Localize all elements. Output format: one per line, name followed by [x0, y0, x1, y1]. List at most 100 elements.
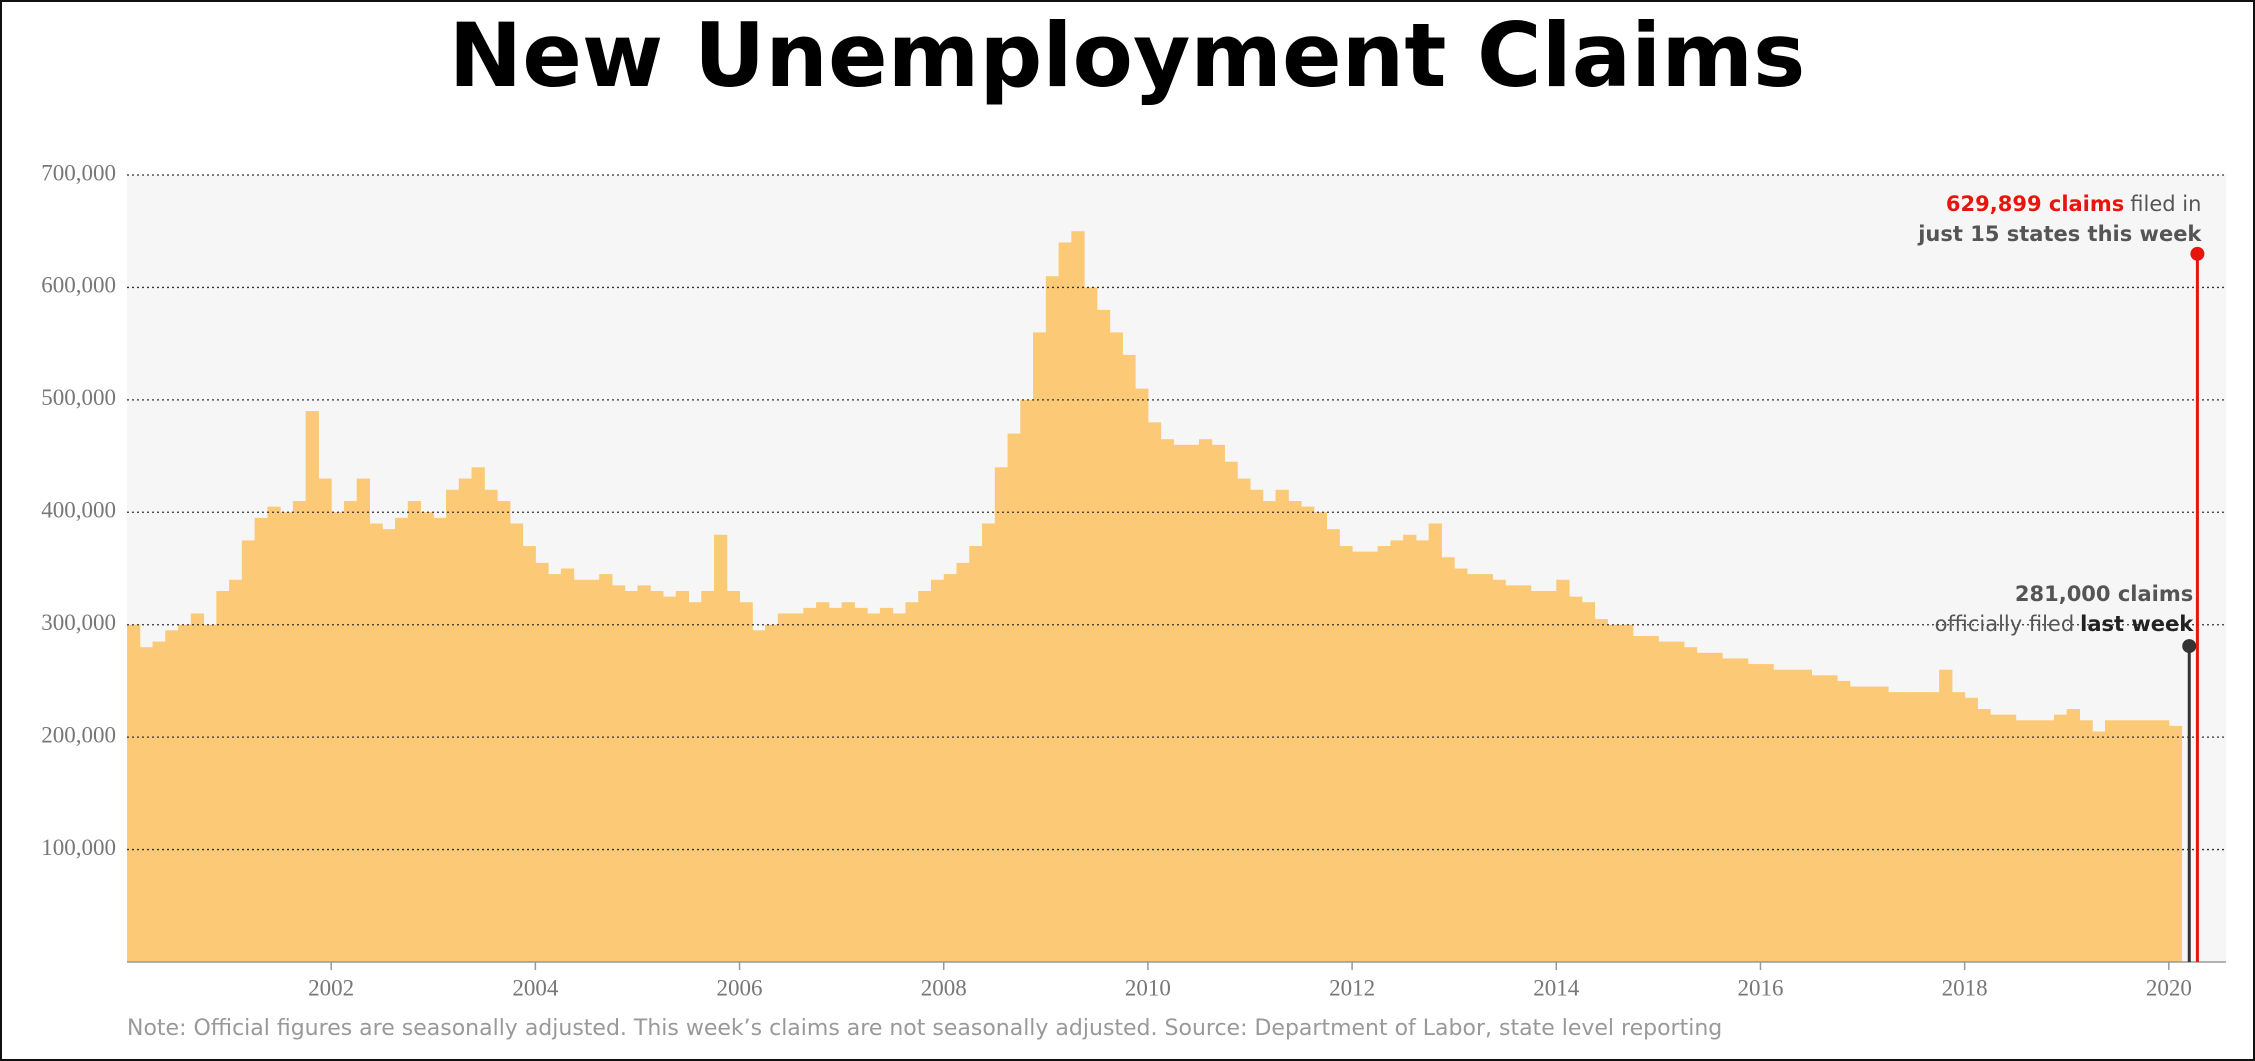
bar: [241, 540, 256, 962]
bar: [777, 613, 792, 962]
x-tick-label: 2018: [1942, 975, 1988, 1000]
bar: [1671, 641, 1685, 962]
bar: [956, 562, 970, 962]
bar: [1990, 714, 2004, 962]
bar: [982, 523, 996, 962]
bar: [2079, 720, 2093, 962]
highlight-dot: [2190, 246, 2205, 261]
bar: [1492, 579, 1506, 962]
bar: [1747, 664, 1761, 962]
bar: [1096, 309, 1111, 962]
bar: [1211, 444, 1225, 962]
bar: [1696, 652, 1710, 962]
bar: [867, 613, 881, 962]
bar: [2066, 709, 2080, 962]
bar: [1428, 523, 1442, 962]
bar: [203, 624, 217, 962]
bar: [1403, 534, 1417, 962]
bar: [305, 411, 319, 963]
bar: [841, 602, 855, 962]
bar: [611, 585, 626, 962]
bar: [1543, 590, 1557, 962]
x-tick-label: 2012: [1329, 975, 1375, 1000]
bar: [599, 574, 613, 962]
annotation-line2: just 15 states this week: [1917, 222, 2202, 246]
bar: [1033, 332, 1047, 962]
bar: [1773, 669, 1787, 962]
bar: [178, 624, 192, 962]
annotation-text: filed in: [2130, 192, 2201, 216]
bar: [1620, 624, 1634, 962]
bar: [1913, 692, 1927, 962]
bar: [1837, 680, 1851, 962]
bar: [1415, 540, 1430, 962]
bar: [1135, 388, 1149, 963]
bar: [1658, 641, 1672, 962]
bar: [2168, 725, 2183, 962]
bar: [2105, 720, 2119, 962]
bar: [1556, 579, 1570, 962]
annotation-text: officially filed: [1935, 612, 2074, 636]
bar: [943, 574, 957, 962]
bar: [1058, 242, 1072, 962]
bar: [1734, 658, 1749, 962]
bar: [1466, 574, 1481, 962]
bar: [714, 534, 728, 962]
bar: [1505, 585, 1519, 962]
bar: [292, 501, 307, 962]
bar: [254, 517, 268, 962]
bar: [2156, 720, 2170, 962]
bar: [675, 590, 690, 962]
bar: [1594, 619, 1608, 962]
bar: [139, 647, 154, 962]
bar: [573, 579, 587, 962]
bar: [433, 517, 447, 962]
bar: [1020, 399, 1034, 962]
bar: [790, 613, 804, 962]
bar: [356, 478, 370, 962]
bar: [1390, 540, 1404, 962]
bar: [1352, 551, 1366, 962]
bar: [1173, 444, 1187, 962]
y-tick-label: 600,000: [41, 273, 116, 298]
bar: [1888, 692, 1902, 962]
bar: [1007, 433, 1021, 963]
bar: [1683, 647, 1698, 962]
bar: [369, 523, 383, 962]
bar: [765, 624, 779, 962]
bar: [2002, 714, 2017, 962]
bar: [1122, 354, 1136, 962]
bar: [1951, 692, 1966, 962]
bar: [484, 489, 498, 962]
bar: [1250, 489, 1264, 962]
y-tick-label: 300,000: [41, 610, 116, 635]
bar: [994, 467, 1009, 962]
bar: [624, 590, 638, 962]
bar: [229, 579, 243, 962]
bar: [1530, 590, 1545, 962]
bar: [1939, 669, 1953, 962]
bar: [1109, 332, 1123, 962]
x-tick-label: 2006: [717, 975, 763, 1000]
bar: [446, 489, 460, 962]
bar: [637, 585, 651, 962]
bar: [854, 607, 868, 962]
bar: [216, 590, 230, 962]
bar: [471, 467, 485, 962]
bar: [1262, 501, 1277, 962]
bar: [1849, 686, 1864, 962]
bar: [879, 607, 894, 962]
bar: [892, 613, 906, 962]
bar: [1045, 276, 1060, 963]
bar: [2130, 720, 2144, 962]
bar: [343, 501, 358, 962]
bar: [548, 574, 562, 962]
bar: [152, 641, 166, 962]
bar: [586, 579, 600, 962]
bar: [2143, 720, 2157, 962]
bar: [1364, 551, 1379, 962]
highlight-dot: [2182, 639, 2197, 654]
bar: [1517, 585, 1532, 962]
annotation: 629,899 claims filed in: [1946, 192, 2202, 216]
bar: [930, 579, 945, 962]
